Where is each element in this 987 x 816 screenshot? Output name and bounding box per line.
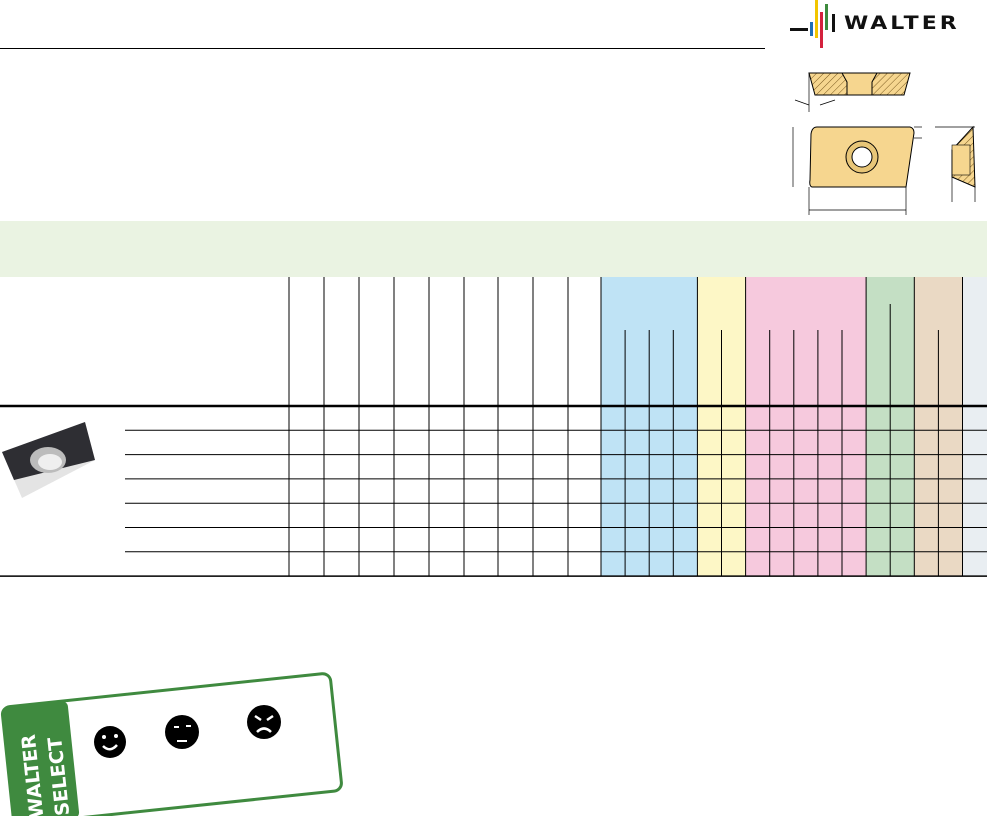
insert-photo — [2, 422, 95, 498]
material-group-K — [745, 277, 867, 577]
material-group-H — [962, 277, 987, 577]
happy-face-icon — [94, 726, 126, 758]
walter-select-badge: WALTER SELECT — [0, 672, 343, 816]
walter-logo: WALTER — [786, 0, 987, 48]
insert-table — [0, 277, 987, 577]
header-rule — [0, 48, 765, 49]
logo-text: WALTER — [844, 12, 960, 35]
neutral-face-icon — [165, 715, 199, 749]
insert-drawing — [792, 72, 976, 215]
header-band — [0, 221, 987, 277]
angry-face-icon — [247, 705, 281, 739]
badge-side-panel — [2, 701, 80, 816]
logo-bars-icon — [790, 0, 835, 48]
